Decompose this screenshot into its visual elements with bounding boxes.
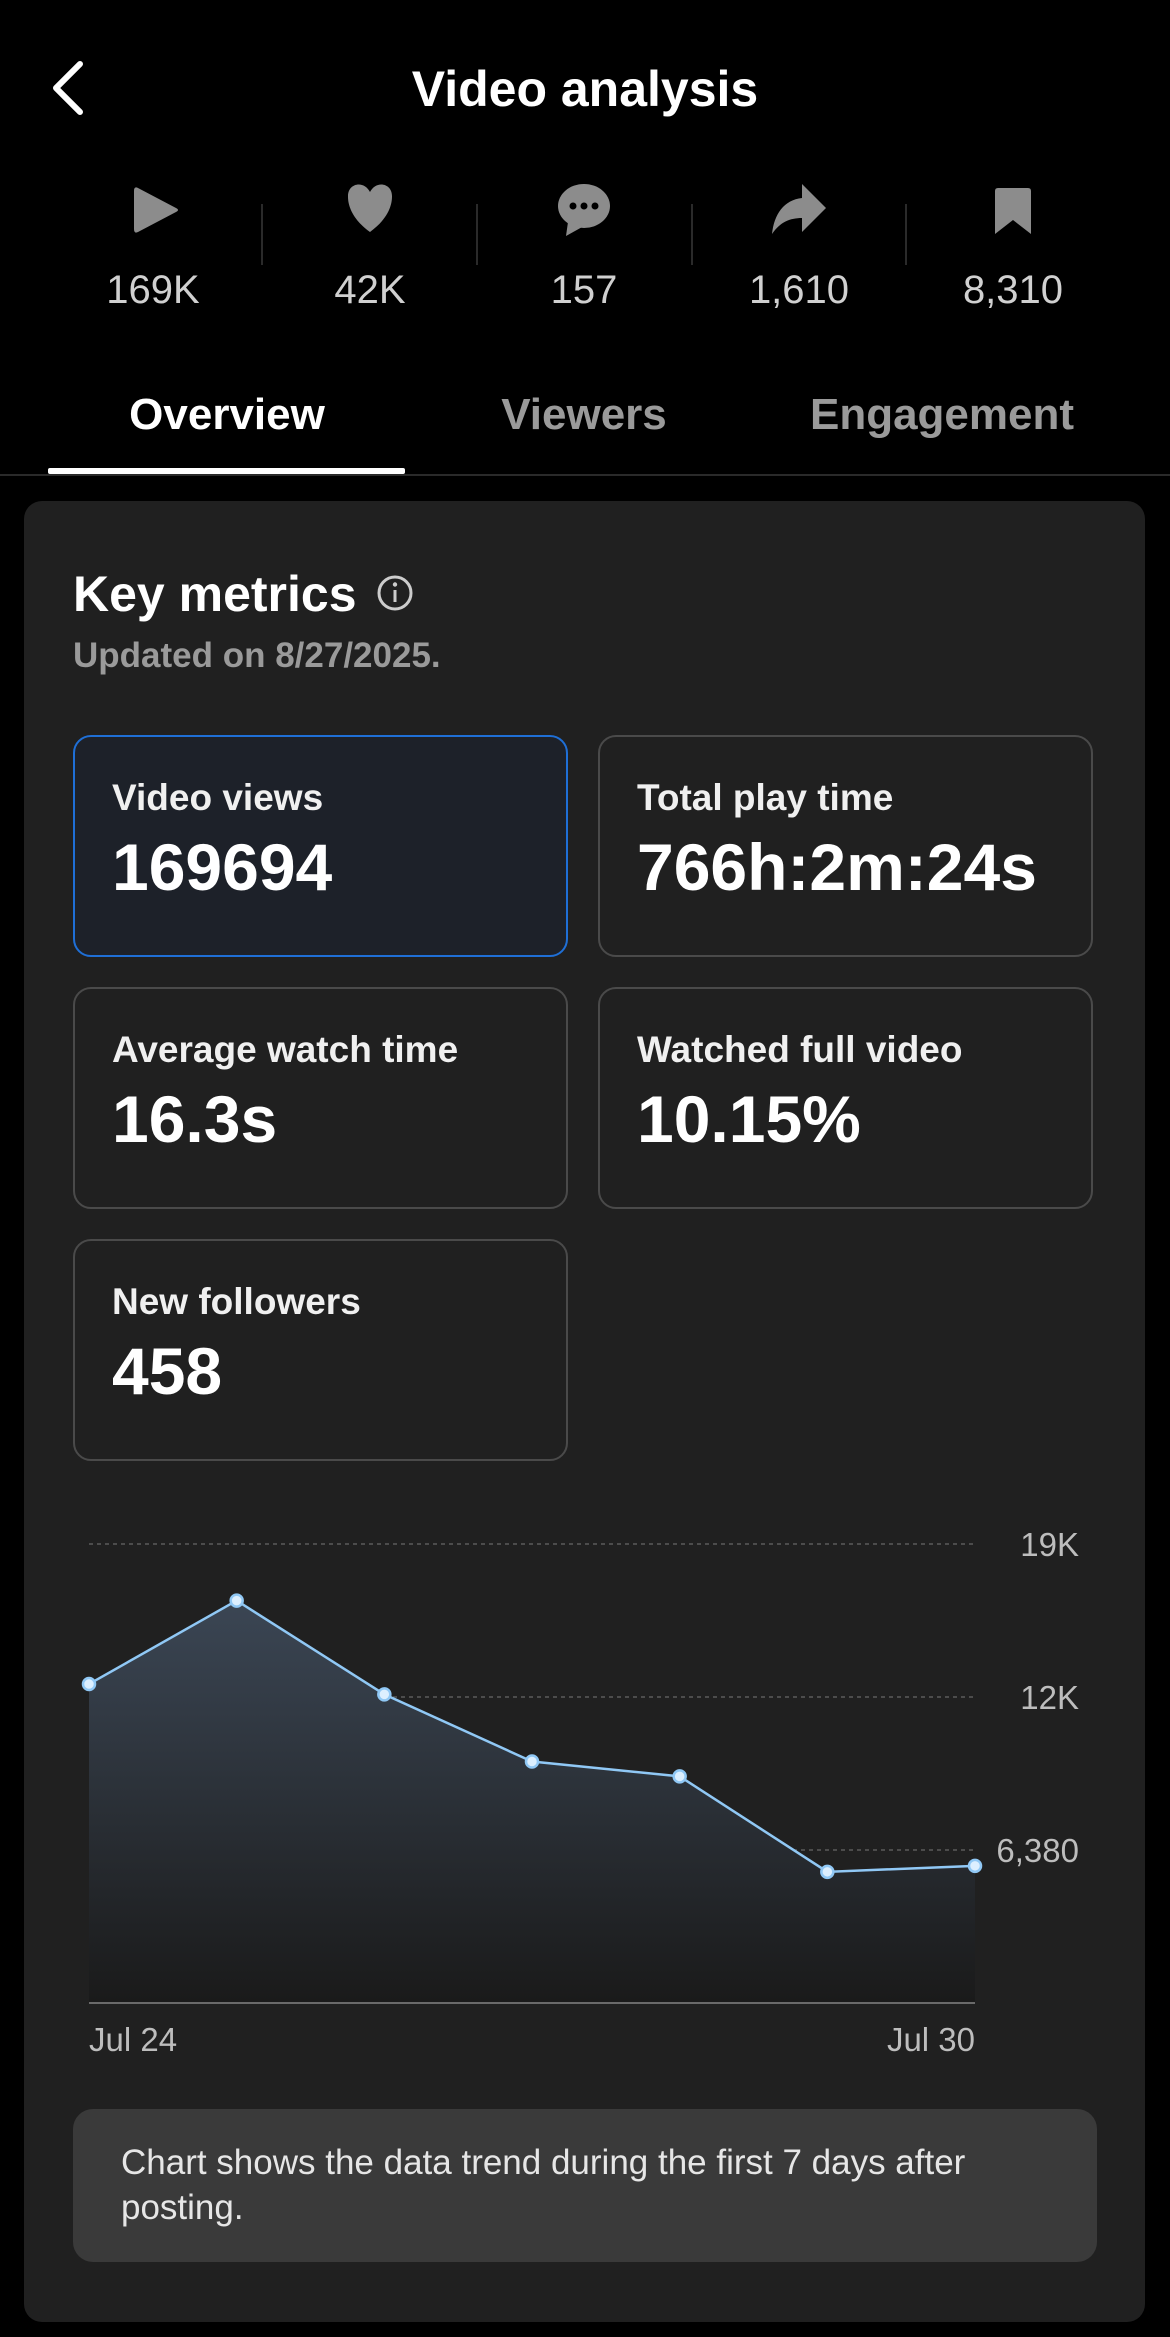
- point: [229, 1593, 244, 1608]
- stat-count: 8,310: [962, 268, 1064, 312]
- tab[interactable]: Viewers: [501, 390, 667, 439]
- metric-value: 169694: [112, 830, 333, 904]
- point: [967, 1858, 983, 1874]
- tab-indicator: [48, 468, 405, 474]
- area: [89, 1600, 975, 2003]
- comment-icon: [558, 184, 610, 236]
- metric-value: 766h:2m:24s: [637, 830, 1037, 904]
- back-arrow[interactable]: [53, 61, 83, 115]
- chart-note: Chart shows the data trend during the fi…: [121, 2143, 966, 2227]
- metric-label: Total play time: [637, 777, 894, 818]
- section-title: Key metrics: [73, 566, 357, 622]
- point: [672, 1769, 687, 1784]
- y-tick-label: 12K: [1020, 1679, 1079, 1716]
- point: [377, 1687, 392, 1702]
- metric-value: 16.3s: [112, 1082, 278, 1156]
- like-icon: [348, 184, 392, 232]
- x-tick-label: Jul 24: [89, 2021, 177, 2058]
- tab[interactable]: Engagement: [809, 390, 1075, 439]
- point: [820, 1864, 835, 1880]
- updated-date: Updated on 8/27/2025.: [73, 636, 441, 675]
- stat-count: 169K: [106, 268, 200, 312]
- metric-tile[interactable]: Total play time 766h:2m:24s: [598, 735, 1093, 957]
- stat-separators: [261, 204, 907, 265]
- metric-tile[interactable]: Video views 169694: [73, 735, 568, 957]
- metric-tile[interactable]: Average watch time 16.3s: [73, 987, 568, 1209]
- point: [81, 1676, 97, 1692]
- save-icon: [995, 188, 1031, 234]
- stat-count: 1,610: [748, 268, 850, 312]
- chart: 6,380 12K 19K Jul 24 Jul 30: [81, 1526, 1079, 2058]
- metric-tile[interactable]: Watched full video 10.15%: [598, 987, 1093, 1209]
- stat-count: 157: [550, 268, 618, 312]
- icons: [53, 61, 1031, 265]
- y-tick-label: 6,380: [996, 1832, 1079, 1869]
- metric-label: Watched full video: [637, 1029, 963, 1070]
- point: [524, 1754, 540, 1769]
- play-icon: [134, 187, 178, 233]
- share-icon: [772, 184, 826, 234]
- metric-label: Average watch time: [112, 1029, 459, 1070]
- stat-count: 42K: [334, 268, 406, 312]
- info-icon[interactable]: [375, 573, 415, 613]
- metric-label: Video views: [112, 777, 324, 818]
- x-tick-label: Jul 30: [887, 2021, 975, 2058]
- note-box: [73, 2109, 1097, 2262]
- page-title: Video analysis: [411, 61, 759, 117]
- metric-tile[interactable]: New followers 458: [73, 1239, 568, 1461]
- divider: [0, 474, 1170, 476]
- y-tick-label: 19K: [1020, 1526, 1079, 1563]
- metric-value: 10.15%: [637, 1082, 861, 1156]
- metric-value: 458: [112, 1334, 223, 1408]
- metric-label: New followers: [112, 1281, 361, 1322]
- tab[interactable]: Overview: [129, 390, 325, 439]
